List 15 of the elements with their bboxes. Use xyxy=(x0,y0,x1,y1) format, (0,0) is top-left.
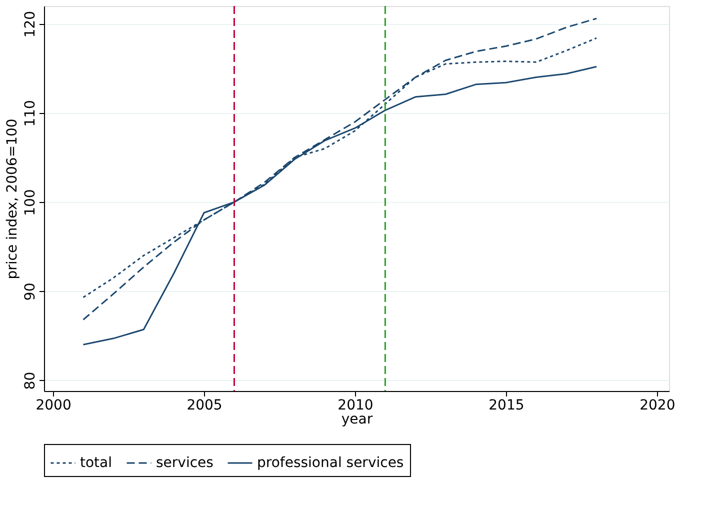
x-tick-label: 2010 xyxy=(338,398,374,414)
x-axis-title: year xyxy=(341,412,373,428)
y-tick-label: 120 xyxy=(22,10,38,38)
legend-label: professional services xyxy=(257,455,404,471)
legend-label: total xyxy=(80,455,112,471)
y-tick-label: 100 xyxy=(22,189,38,216)
y-axis-title: price index, 2006=100 xyxy=(4,118,20,280)
legend-label: services xyxy=(156,455,214,471)
y-tick-label: 90 xyxy=(22,282,38,301)
y-tick-label: 80 xyxy=(22,372,38,390)
y-tick-label: 110 xyxy=(22,100,38,127)
x-tick-label: 2020 xyxy=(640,398,676,414)
x-tick-label: 2000 xyxy=(36,398,72,414)
x-tick-label: 2015 xyxy=(488,398,524,414)
x-tick-label: 2005 xyxy=(186,398,222,414)
